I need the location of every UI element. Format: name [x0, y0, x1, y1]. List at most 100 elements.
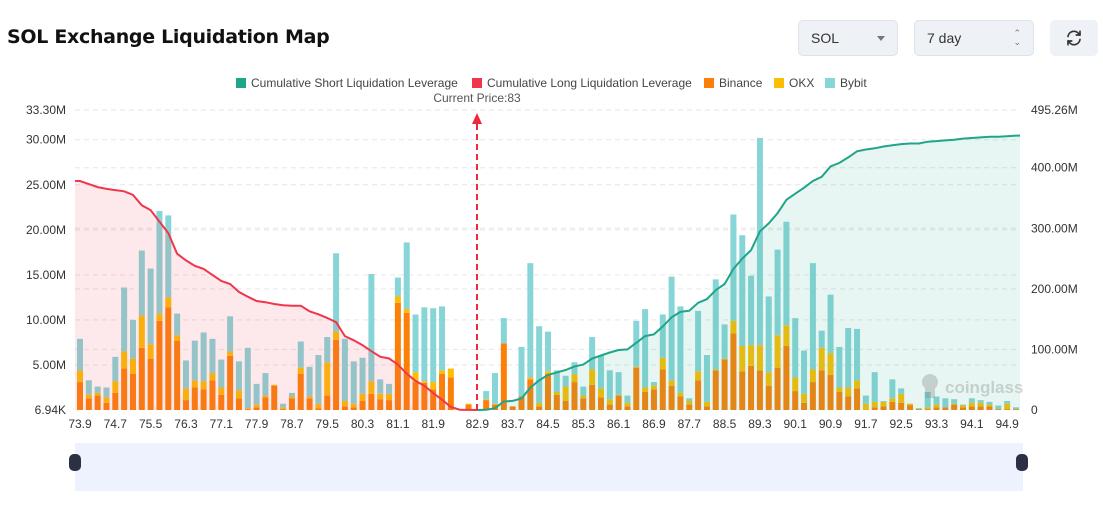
bar-bybit [333, 253, 340, 332]
x-tick: 86.1 [607, 417, 631, 431]
long-area [75, 181, 478, 410]
zoom-slider-track[interactable] [75, 443, 1023, 491]
bar-bybit [774, 249, 781, 336]
bar-bybit [244, 347, 251, 409]
bar-bybit [589, 337, 596, 370]
left-y-tick: 15.00M [26, 268, 66, 282]
x-tick: 73.9 [68, 417, 92, 431]
bar-bybit [85, 380, 92, 395]
bar-binance [659, 369, 666, 410]
bar-binance [924, 409, 931, 410]
bar-binance [615, 395, 622, 410]
bar-bybit [350, 361, 357, 404]
bar-binance [244, 409, 251, 410]
bar-okx [827, 353, 834, 375]
bar-bybit [483, 391, 490, 400]
bar-okx [288, 396, 295, 399]
bar-bybit [297, 341, 304, 368]
svg-text:coinglass: coinglass [945, 378, 1023, 397]
bar-okx [898, 393, 905, 403]
bar-binance [483, 400, 490, 410]
bar-binance [262, 397, 269, 410]
bar-bybit [377, 379, 384, 394]
bar-okx [421, 381, 428, 383]
legend-item: Bybit [840, 76, 867, 90]
bar-binance [562, 400, 569, 410]
bar-bybit [386, 383, 393, 394]
bar-binance [536, 406, 543, 410]
bar-binance [677, 396, 684, 410]
bar-okx [315, 403, 322, 409]
zoom-slider-left-handle[interactable] [69, 454, 81, 471]
x-tick: 77.1 [210, 417, 234, 431]
current-price-arrow-icon [472, 113, 482, 124]
bar-okx [262, 395, 269, 398]
bar-okx [182, 388, 189, 401]
bar-binance [792, 391, 799, 410]
bar-binance [147, 358, 154, 410]
bar-bybit [765, 296, 772, 373]
bar-okx [615, 394, 622, 396]
bar-binance [394, 302, 401, 410]
bar-binance [174, 340, 181, 410]
bar-okx [138, 315, 145, 348]
bar-okx [924, 407, 931, 410]
bar-okx [85, 394, 92, 399]
bar-okx [739, 346, 746, 372]
left-y-tick: 20.00M [26, 223, 66, 237]
bar-binance [986, 406, 993, 410]
bar-okx [730, 320, 737, 334]
bar-binance [368, 393, 375, 410]
bar-bybit [597, 355, 604, 389]
bar-bybit [845, 328, 852, 388]
bar-bybit [94, 386, 101, 393]
left-y-tick: 25.00M [26, 178, 66, 192]
bar-binance [77, 382, 83, 410]
bar-okx [527, 377, 534, 380]
bar-binance [1012, 409, 1019, 410]
bar-binance [271, 385, 278, 410]
symbol-select[interactable]: SOL [798, 20, 898, 56]
bar-binance [818, 370, 825, 410]
bar-bybit [77, 338, 83, 371]
bar-bybit [871, 372, 878, 402]
bar-okx [280, 407, 287, 410]
bar-bybit [553, 370, 560, 392]
bar-binance [650, 389, 657, 410]
bar-binance [624, 406, 631, 410]
bar-bybit [889, 379, 896, 399]
bar-okx [650, 385, 657, 390]
legend-item: Cumulative Long Liquidation Leverage [487, 76, 692, 90]
bar-okx [112, 381, 119, 393]
bar-bybit [112, 356, 119, 382]
bar-okx [553, 391, 560, 395]
bar-okx [968, 402, 975, 407]
bar-bybit [615, 372, 622, 395]
bar-okx [756, 345, 763, 371]
bar-okx [836, 387, 843, 392]
bar-bybit [129, 319, 136, 359]
bar-binance [288, 398, 295, 410]
bar-okx [165, 297, 172, 308]
bar-okx [297, 367, 304, 374]
bar-bybit [518, 346, 525, 397]
bar-okx [271, 384, 278, 386]
bar-bybit [235, 361, 242, 391]
bar-binance [439, 373, 446, 410]
bar-binance [589, 384, 596, 410]
bar-okx [492, 403, 499, 405]
bar-okx [792, 377, 799, 392]
bar-okx [447, 368, 454, 378]
bar-bybit [182, 360, 189, 389]
bar-okx [589, 369, 596, 385]
x-tick: 74.7 [104, 417, 128, 431]
bar-bybit [801, 350, 808, 394]
bar-bybit [854, 328, 861, 381]
bar-binance [827, 374, 834, 410]
period-select[interactable]: 7 day ⌃ ⌄ [914, 20, 1034, 56]
zoom-slider-right-handle[interactable] [1016, 454, 1028, 471]
refresh-button[interactable] [1050, 20, 1098, 56]
left-y-tick: 6.94K [35, 403, 66, 417]
bar-okx [871, 401, 878, 408]
bar-bybit [544, 331, 551, 372]
